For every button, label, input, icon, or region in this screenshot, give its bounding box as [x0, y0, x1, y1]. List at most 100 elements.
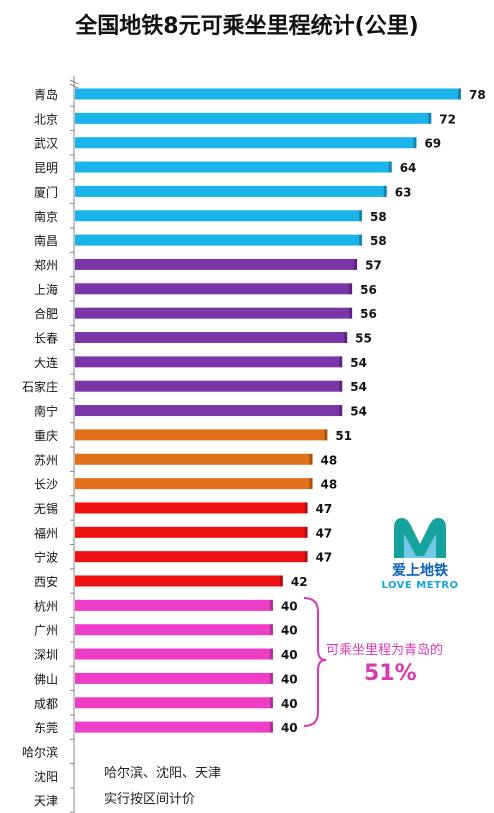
bar-end-cap	[388, 161, 392, 173]
value-label: 78	[469, 88, 486, 102]
bar	[75, 258, 358, 270]
value-label: 54	[350, 405, 367, 419]
bar-end-cap	[304, 551, 308, 563]
category-label: 福州	[34, 525, 58, 540]
bar	[75, 648, 273, 660]
bar	[75, 624, 273, 636]
value-label: 72	[439, 112, 456, 126]
bar	[75, 405, 343, 417]
category-label: 哈尔滨	[22, 744, 58, 759]
bar-end-cap	[269, 624, 273, 636]
value-label: 40	[281, 697, 298, 711]
value-label: 54	[350, 356, 367, 370]
bar	[75, 380, 343, 392]
category-label: 苏州	[34, 453, 58, 467]
bar	[75, 161, 392, 173]
logo-text: 爱上地铁	[392, 563, 448, 579]
bar-end-cap	[269, 672, 273, 684]
bar-end-cap	[359, 234, 363, 246]
value-label: 48	[321, 478, 338, 492]
value-label: 42	[291, 575, 308, 589]
value-label: 56	[360, 307, 377, 321]
bar	[75, 453, 313, 465]
bar	[75, 332, 348, 343]
bar	[75, 88, 461, 100]
annotation-percent: 51%	[364, 661, 417, 686]
value-label: 40	[281, 599, 298, 613]
bar	[75, 599, 273, 611]
category-label: 东莞	[34, 721, 58, 735]
value-label: 47	[316, 526, 333, 540]
bar-end-cap	[344, 332, 348, 343]
bar	[75, 575, 283, 587]
bar	[75, 721, 273, 733]
category-label: 天津	[34, 794, 58, 808]
value-label: 56	[360, 283, 377, 297]
category-label: 重庆	[34, 429, 58, 443]
bar	[75, 697, 273, 709]
axis-break-mark	[69, 79, 79, 89]
bar-end-cap	[339, 356, 343, 368]
value-label: 58	[370, 210, 387, 224]
bar	[75, 137, 417, 149]
value-label: 51	[335, 429, 352, 443]
annotation-text: 可乘坐里程为青岛的	[326, 643, 444, 658]
category-label: 西安	[34, 574, 58, 589]
love-metro-logo: 爱上地铁 LOVE METRO	[372, 514, 468, 606]
bar	[75, 672, 273, 684]
bar-end-cap	[383, 185, 387, 197]
bar-end-cap	[269, 721, 273, 733]
bar-end-cap	[349, 307, 353, 319]
category-label: 上海	[34, 282, 58, 297]
category-label: 北京	[34, 112, 58, 126]
bar-end-cap	[339, 380, 343, 392]
bar-end-cap	[269, 648, 273, 660]
category-label: 厦门	[34, 184, 58, 199]
value-label: 40	[281, 648, 298, 662]
bar-end-cap	[309, 453, 313, 465]
bar-end-cap	[458, 88, 461, 100]
value-label: 54	[350, 380, 367, 394]
category-label: 南昌	[34, 233, 58, 248]
note-line-2: 实行按区间计价	[104, 792, 196, 807]
category-label: 武汉	[34, 137, 58, 151]
category-label: 长沙	[34, 478, 58, 492]
category-label: 青岛	[34, 87, 58, 102]
bar	[75, 429, 328, 441]
value-label: 40	[281, 672, 298, 686]
chart-title: 全国地铁8元可乘坐里程统计(公里)	[75, 14, 419, 39]
bar-end-cap	[304, 526, 308, 538]
category-label: 无锡	[34, 501, 58, 516]
category-label: 石家庄	[22, 379, 58, 394]
category-label: 宁波	[34, 550, 58, 565]
bar-end-cap	[269, 599, 273, 611]
logo-subtext: LOVE METRO	[381, 580, 459, 591]
bar-end-cap	[413, 137, 417, 149]
category-label: 郑州	[34, 257, 58, 272]
bar-end-cap	[324, 429, 328, 441]
bar	[75, 307, 353, 319]
category-label: 长春	[34, 332, 58, 346]
bar-end-cap	[279, 575, 283, 587]
category-label: 杭州	[34, 598, 58, 613]
bar-end-cap	[359, 210, 363, 222]
bar	[75, 551, 308, 563]
category-label: 昆明	[34, 161, 58, 175]
bar-end-cap	[428, 112, 432, 124]
bar	[75, 210, 363, 222]
bar	[75, 526, 308, 538]
category-label: 成都	[34, 697, 58, 711]
value-label: 69	[424, 137, 441, 151]
bar-end-cap	[339, 405, 343, 417]
category-label: 广州	[34, 624, 58, 638]
category-label: 沈阳	[34, 769, 58, 784]
value-label: 58	[370, 234, 387, 248]
category-label: 南宁	[34, 404, 58, 419]
bar	[75, 112, 432, 124]
metro-m-icon	[394, 518, 446, 558]
value-label: 40	[281, 721, 298, 735]
value-label: 47	[316, 502, 333, 516]
value-label: 48	[321, 453, 338, 467]
value-label: 63	[395, 185, 412, 199]
